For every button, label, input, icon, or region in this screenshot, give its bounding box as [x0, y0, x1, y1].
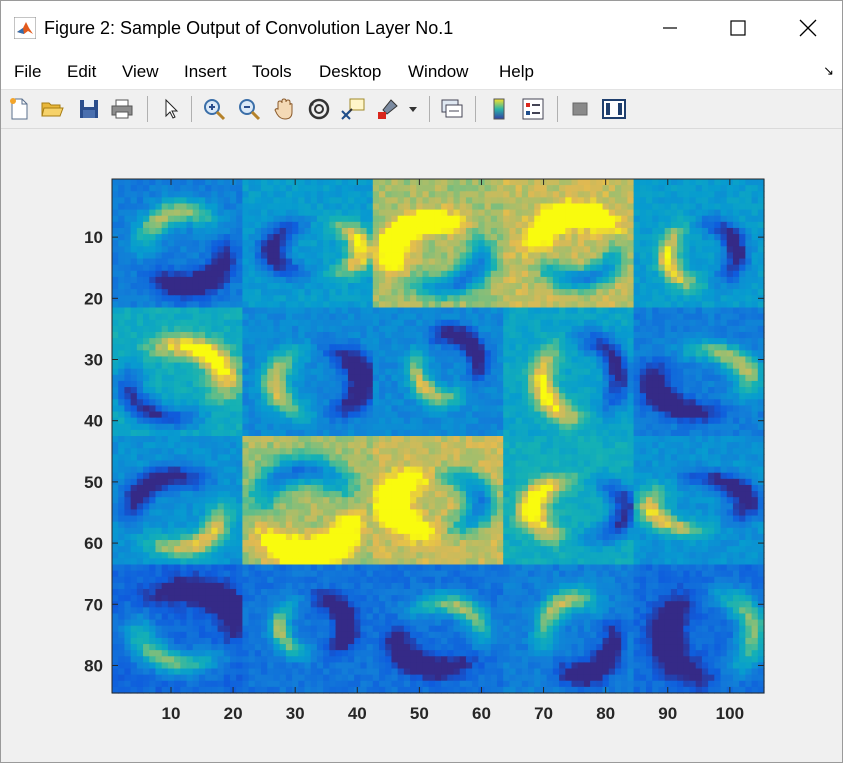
- menu-view[interactable]: View: [122, 62, 159, 81]
- y-tick-label: 30: [84, 351, 103, 370]
- feature-map-tile: [503, 179, 635, 309]
- feature-map-tile: [503, 307, 635, 437]
- x-tick-label: 80: [596, 704, 615, 723]
- x-tick-label: 90: [658, 704, 677, 723]
- feature-map-tile: [242, 307, 374, 437]
- feature-map-tile: [112, 564, 243, 694]
- insert-legend-icon[interactable]: [519, 95, 547, 123]
- pan-hand-icon[interactable]: [270, 95, 298, 123]
- y-tick-label: 40: [84, 412, 103, 431]
- feature-map-tile: [503, 564, 635, 694]
- toolbar-separator: [147, 96, 148, 122]
- feature-map-tile: [372, 564, 504, 694]
- matlab-logo-icon: [13, 16, 37, 40]
- maximize-button[interactable]: [705, 1, 771, 55]
- open-file-icon[interactable]: [38, 95, 66, 123]
- rotate-3d-icon[interactable]: [305, 95, 333, 123]
- new-figure-icon[interactable]: [5, 95, 33, 123]
- toolbar-separator: [475, 96, 476, 122]
- toolbar-separator: [557, 96, 558, 122]
- brush-dropdown-icon[interactable]: [403, 95, 423, 123]
- x-tick-label: 30: [286, 704, 305, 723]
- figure-canvas[interactable]: 10 20 30 40 50 60 70 80 90 100 10 20 30 40 50 60 70 80: [1, 129, 842, 762]
- heatmap-image: [112, 179, 765, 694]
- menu-edit[interactable]: Edit: [67, 62, 97, 81]
- menu-help[interactable]: Help: [499, 62, 534, 81]
- hide-plot-tools-icon[interactable]: [566, 95, 594, 123]
- y-tick-label: 60: [84, 534, 103, 553]
- toolbar-separator: [191, 96, 192, 122]
- toolbar-separator: [429, 96, 430, 122]
- feature-map-tile: [633, 436, 765, 566]
- dock-arrow-icon[interactable]: ↘: [823, 63, 834, 78]
- y-tick-label: 80: [84, 656, 103, 675]
- feature-map-tile: [112, 179, 243, 309]
- menu-bar: File Edit View Insert Tools Desktop Wind…: [1, 55, 842, 90]
- feature-map-tile: [633, 307, 765, 437]
- link-plot-icon[interactable]: [438, 95, 466, 123]
- x-tick-label: 70: [534, 704, 553, 723]
- insert-colorbar-icon[interactable]: [485, 95, 513, 123]
- feature-map-tile: [372, 436, 504, 566]
- x-tick-label: 100: [716, 704, 744, 723]
- close-button[interactable]: [775, 1, 841, 55]
- axis-ticks: 10 20 30 40 50 60 70 80 90 100 10 20 30 40 50 60 70 80: [84, 179, 764, 723]
- y-tick-label: 20: [84, 289, 103, 308]
- brush-icon[interactable]: [374, 95, 402, 123]
- feature-map-tile: [242, 564, 374, 694]
- x-tick-label: 50: [410, 704, 429, 723]
- data-cursor-icon[interactable]: [339, 95, 367, 123]
- x-tick-label: 60: [472, 704, 491, 723]
- show-plot-tools-icon[interactable]: [600, 95, 628, 123]
- y-tick-label: 10: [84, 228, 103, 247]
- feature-map-tile: [112, 307, 243, 437]
- x-tick-label: 10: [162, 704, 181, 723]
- feature-map-tile: [112, 436, 243, 566]
- print-icon[interactable]: [108, 95, 136, 123]
- zoom-in-icon[interactable]: [200, 95, 228, 123]
- menu-desktop[interactable]: Desktop: [319, 62, 382, 81]
- zoom-out-icon[interactable]: [235, 95, 263, 123]
- window-title: Figure 2: Sample Output of Convolution L…: [44, 18, 454, 38]
- x-tick-label: 40: [348, 704, 367, 723]
- axes-box: [111, 178, 765, 694]
- feature-map-tile: [503, 436, 635, 566]
- y-tick-label: 50: [84, 473, 103, 492]
- feature-map-plot[interactable]: 10 20 30 40 50 60 70 80 90 100 10 20 30 40 50 60 70 80: [1, 129, 842, 762]
- menu-window[interactable]: Window: [408, 62, 469, 81]
- menu-insert[interactable]: Insert: [184, 62, 227, 81]
- figure-toolbar: [1, 90, 842, 129]
- feature-map-tile: [633, 179, 765, 309]
- menu-tools[interactable]: Tools: [252, 62, 292, 81]
- minimize-icon: [663, 27, 677, 29]
- title-bar[interactable]: Figure 2: Sample Output of Convolution L…: [1, 1, 842, 55]
- save-icon[interactable]: [75, 95, 103, 123]
- feature-map-tile: [372, 307, 504, 437]
- maximize-icon: [730, 20, 746, 36]
- feature-map-tile: [242, 179, 374, 309]
- pointer-icon[interactable]: [157, 95, 185, 123]
- close-icon: [799, 19, 817, 37]
- feature-map-tile: [372, 179, 504, 309]
- feature-map-tile: [242, 436, 374, 566]
- minimize-button[interactable]: [637, 1, 703, 55]
- x-tick-label: 20: [224, 704, 243, 723]
- y-tick-label: 70: [84, 595, 103, 614]
- feature-map-tile: [633, 564, 765, 694]
- menu-file[interactable]: File: [14, 62, 42, 81]
